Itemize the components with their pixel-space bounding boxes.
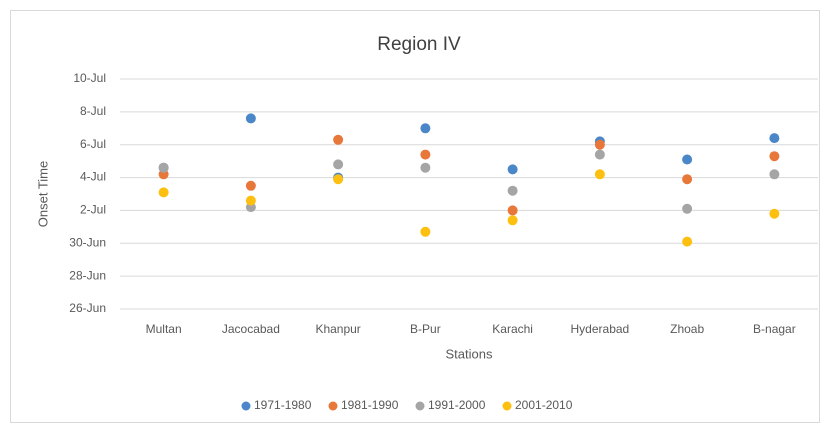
legend-marker	[328, 401, 338, 411]
legend-marker	[241, 401, 251, 411]
point	[158, 162, 169, 173]
point	[507, 215, 518, 226]
point	[420, 123, 431, 134]
y-axis-label: Onset Time	[35, 161, 50, 227]
y-tick-label: 8-Jul	[80, 104, 106, 118]
y-tick-label: 10-Jul	[73, 71, 106, 85]
y-tick-label: 2-Jul	[80, 203, 106, 217]
legend-marker	[502, 401, 512, 411]
y-tick-label: 28-Jun	[69, 268, 106, 282]
x-tick-label: Zhoab	[670, 322, 704, 336]
x-tick-label: B-nagar	[753, 322, 796, 336]
x-tick-label: Karachi	[492, 322, 533, 336]
point	[682, 236, 693, 247]
legend-label: 1981-1990	[341, 398, 399, 412]
point	[245, 180, 256, 191]
x-tick-label: Multan	[146, 322, 182, 336]
point	[682, 203, 693, 214]
point	[245, 195, 256, 206]
y-tick-label: 6-Jul	[80, 137, 106, 151]
y-tick-label: 4-Jul	[80, 170, 106, 184]
x-tick-label: Khanpur	[315, 322, 360, 336]
point	[769, 133, 780, 144]
chart-border	[10, 10, 820, 423]
x-tick-label: Hyderabad	[571, 322, 630, 336]
point	[594, 139, 605, 150]
point	[769, 208, 780, 219]
point	[420, 162, 431, 173]
point	[507, 185, 518, 196]
x-tick-label: Jacocabad	[222, 322, 280, 336]
y-tick-label: 26-Jun	[69, 301, 106, 315]
point	[158, 187, 169, 198]
point	[245, 113, 256, 124]
point	[769, 151, 780, 162]
point	[333, 174, 344, 185]
point	[594, 169, 605, 180]
point	[769, 169, 780, 180]
legend-label: 2001-2010	[515, 398, 573, 412]
legend-label: 1991-2000	[428, 398, 486, 412]
point	[420, 226, 431, 237]
chart-title: Region IV	[377, 34, 461, 55]
point	[682, 174, 693, 185]
point	[507, 164, 518, 175]
point	[507, 205, 518, 216]
point	[333, 134, 344, 145]
point	[333, 159, 344, 170]
legend-label: 1971-1980	[254, 398, 312, 412]
legend-marker	[415, 401, 425, 411]
point	[594, 149, 605, 160]
y-tick-label: 30-Jun	[69, 235, 106, 249]
point	[682, 154, 693, 165]
x-tick-label: B-Pur	[410, 322, 441, 336]
x-axis-label: Stations	[446, 346, 493, 361]
point	[420, 149, 431, 160]
